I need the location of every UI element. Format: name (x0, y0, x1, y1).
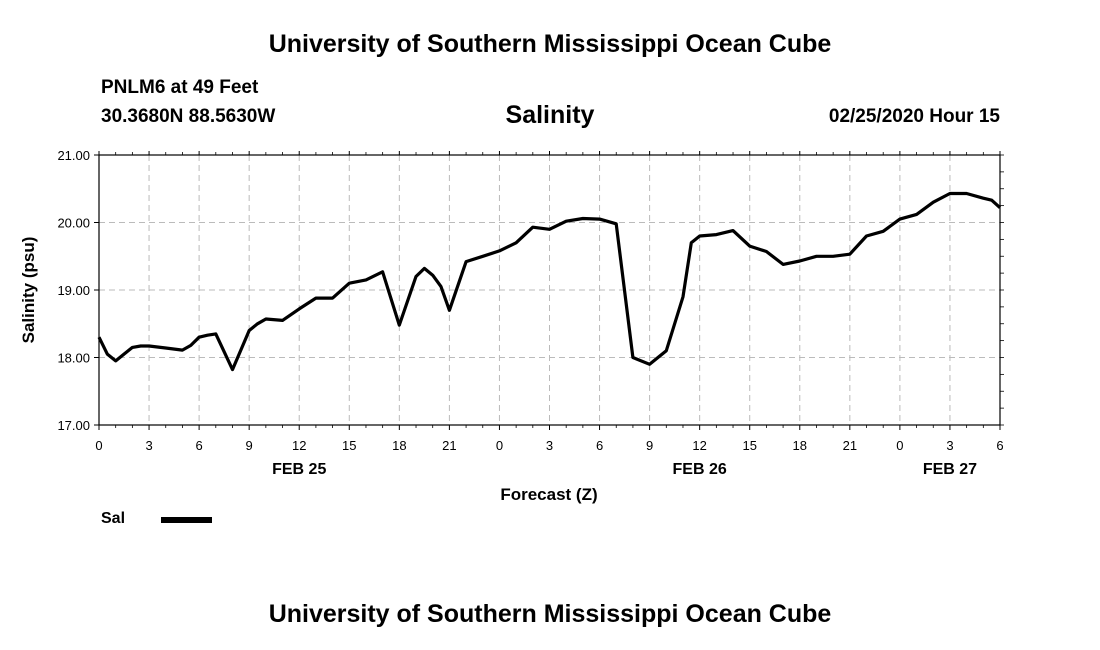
legend-label: Sal (101, 510, 126, 527)
x-tick-label: 3 (546, 438, 553, 453)
x-tick-label: 6 (996, 438, 1003, 453)
x-axis-label: Forecast (Z) (500, 485, 597, 504)
x-axis: 0 3 6 9 12 15 18 21 0 3 6 9 12 15 18 21 0 3 6 FEB 25 FEB 26 F… (95, 151, 1004, 478)
y-tick-label: 19.00 (57, 283, 90, 298)
x-tick-label: 18 (793, 438, 807, 453)
x-tick-label: 21 (843, 438, 857, 453)
salinity-chart: 17.00 18.00 19.00 20.00 21.00 0 3 6 9 12 15 18 21 0 3… (19, 148, 1004, 504)
date-label: FEB 27 (923, 461, 977, 478)
legend-swatch (161, 517, 212, 523)
date-label: FEB 26 (673, 461, 727, 478)
grid (99, 155, 1000, 425)
y-tick-label: 21.00 (57, 148, 90, 163)
x-tick-label: 9 (646, 438, 653, 453)
x-tick-label: 6 (195, 438, 202, 453)
station-label: PNLM6 at 49 Feet (101, 77, 259, 98)
x-tick-label: 3 (946, 438, 953, 453)
forecast-datetime: 02/25/2020 Hour 15 (828, 106, 1000, 127)
footer-title: University of Southern Mississippi Ocean… (268, 600, 832, 628)
x-tick-label: 3 (145, 438, 152, 453)
x-tick-label: 0 (896, 438, 903, 453)
y-tick-label: 20.00 (57, 216, 90, 231)
chart-title: Salinity (505, 101, 595, 129)
x-tick-label: 12 (292, 438, 306, 453)
x-tick-label: 0 (496, 438, 503, 453)
y-tick-label: 17.00 (57, 418, 90, 433)
x-tick-label: 15 (342, 438, 356, 453)
date-label: FEB 25 (272, 461, 326, 478)
x-tick-label: 15 (742, 438, 756, 453)
series-layer (97, 191, 1002, 372)
y-axis: 17.00 18.00 19.00 20.00 21.00 (57, 148, 1004, 433)
x-tick-label: 12 (692, 438, 706, 453)
x-tick-label: 6 (596, 438, 603, 453)
x-tick-label: 0 (95, 438, 102, 453)
x-tick-label: 21 (442, 438, 456, 453)
x-tick-label: 18 (392, 438, 406, 453)
y-axis-label: Salinity (psu) (19, 237, 38, 344)
coordinates-label: 30.3680N 88.5630W (101, 106, 276, 127)
series-line-sal (97, 191, 1002, 372)
page-title: University of Southern Mississippi Ocean… (268, 30, 832, 58)
x-tick-label: 9 (246, 438, 253, 453)
y-tick-label: 18.00 (57, 351, 90, 366)
